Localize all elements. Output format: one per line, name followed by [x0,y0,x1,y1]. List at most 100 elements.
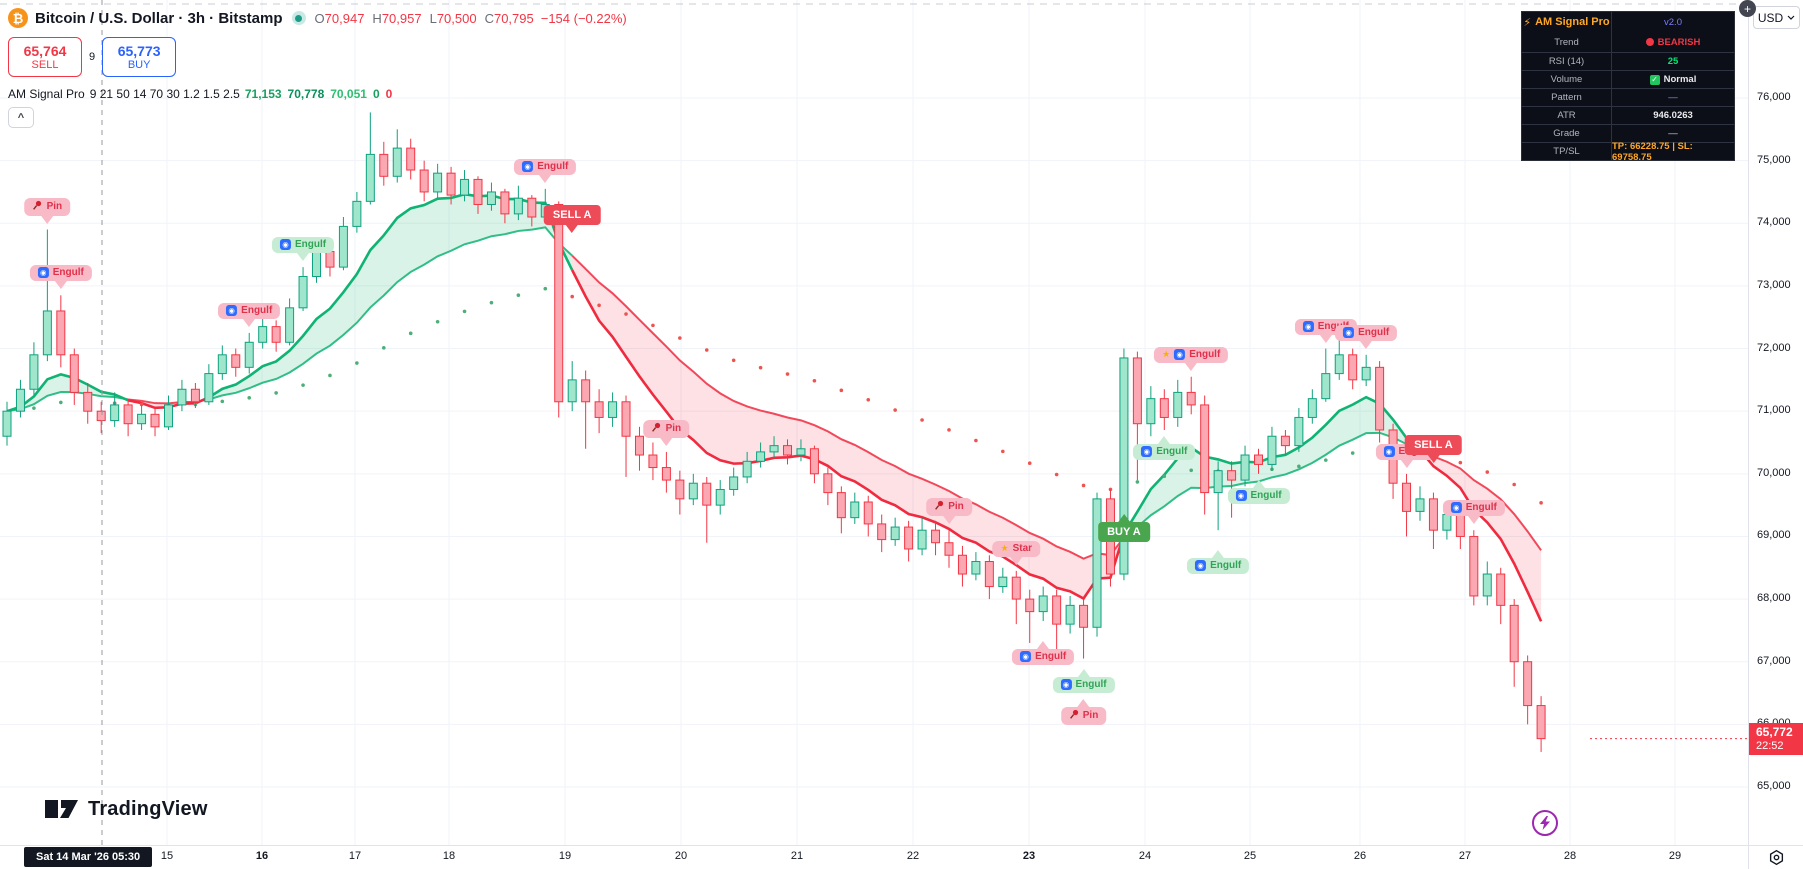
ema-dotted-point [839,388,844,393]
buy-button[interactable]: 65,773 BUY [102,37,177,77]
candle-body [1025,598,1035,613]
candle-body [1065,604,1075,625]
panel-row: RSI (14) 25 [1522,52,1734,70]
price-tick-label: 72,000 [1757,341,1791,354]
candle-body [917,529,927,550]
candle-body [285,307,295,343]
panel-row-label: TP/SL [1522,143,1612,160]
candle-body [984,561,994,588]
candle-body [1442,514,1452,531]
symbol-row[interactable]: ₿ Bitcoin / U.S. Dollar · 3h · Bitstamp … [8,6,627,30]
panel-row-label: Trend [1522,32,1612,52]
time-tick-label: 27 [1458,850,1472,862]
panel-row: Trend BEARISH [1522,32,1734,52]
candle-body [190,388,200,403]
ema-dotted-point [489,300,494,305]
ema-dotted-point [597,303,601,308]
ema-slow-line [1123,431,1421,539]
candle-body [1509,604,1519,663]
candle-body [365,153,375,202]
candle-body [836,492,846,519]
candle-body [1038,595,1048,613]
add-alert-plus-button[interactable]: + [1739,0,1756,17]
ema-dotted-point [1027,461,1032,466]
ema-dotted-point [32,406,36,410]
candle-body [809,448,819,475]
sell-button[interactable]: 65,764 SELL [8,37,82,77]
panel-row: Pattern — [1522,88,1734,106]
ema-dotted-point [624,312,628,316]
ema-dotted-point [381,346,386,350]
indicator-value: 0 [385,87,393,101]
ema-slow-line [208,226,573,401]
time-axis[interactable]: Sat 14 Mar '26 05:30 15 16 17 18 19 20 21 22 23 2… [0,845,1748,869]
ema-dotted-point [1054,472,1059,477]
indicator-name[interactable]: AM Signal Pro [8,87,85,101]
bar-countdown: 22:52 [1756,740,1784,752]
candle-body [217,354,227,375]
lightning-icon [1540,816,1550,830]
symbol-title[interactable]: Bitcoin / U.S. Dollar · 3h · Bitstamp [35,9,283,27]
candle-body [742,460,752,478]
panel-row-value: — [1668,128,1678,139]
panel-row: Grade — [1522,124,1734,142]
candle-body [473,178,483,205]
tradingview-logo[interactable]: TradingView [45,797,208,821]
candle-body [756,451,766,462]
tradingview-wordmark: TradingView [88,797,208,820]
quick-action-lightning-button[interactable] [1532,810,1558,836]
panel-row-value: — [1668,92,1678,103]
ema-dotted-point [435,319,440,324]
price-axis[interactable]: USD 76,000 75,000 74,000 73,000 72,000 71,000… [1748,0,1803,845]
candle-body [1455,514,1465,537]
panel-row-label: Grade [1522,125,1612,142]
candle-body [931,529,941,544]
candle-body [29,354,39,390]
price-tick-label: 67,000 [1757,654,1791,667]
spread-value: 9 [89,51,96,63]
candle-body [1428,498,1438,531]
panel-header-row: ⚡ AM Signal Pro v2.0 [1522,12,1734,32]
panel-row-value: TP: 66228.75 | SL: 69758.75 [1612,140,1693,163]
ema-dotted-point [785,372,790,376]
panel-row-value: BEARISH [1612,32,1734,52]
candle-body [688,482,698,500]
currency-selector[interactable]: USD [1753,6,1800,29]
candle-body [554,203,564,403]
candle-body [392,147,402,177]
indicator-legend[interactable]: AM Signal Pro 9 21 50 14 70 30 1.2 1.5 2… [8,87,627,101]
candle-body [1200,404,1210,494]
ema-dotted-point [59,400,63,405]
candle-body [567,379,577,403]
candle-body [1334,354,1344,375]
tradingview-logo-icon [45,800,78,818]
change-value: −154 (−0.22%) [540,10,627,26]
ema-dotted-point [220,399,225,404]
candle-body [446,172,456,196]
market-status-icon[interactable] [291,11,306,25]
indicator-value: 0 [372,87,380,101]
red-dot-icon [1645,38,1654,46]
indicator-params: 9 21 50 14 70 30 1.2 1.5 2.5 [89,87,240,101]
candle-body [1119,357,1129,575]
candle-body [56,310,66,356]
panel-title: ⚡ AM Signal Pro [1522,12,1612,32]
price-tick-label: 74,000 [1757,216,1791,229]
candle-body [1496,573,1506,606]
panel-row-label: ATR [1522,107,1612,124]
ema-dotted-point [1485,470,1490,474]
candle-body [513,197,523,215]
candle-body [608,401,618,418]
collapse-legend-button[interactable]: ^ [8,107,34,128]
axis-settings-corner[interactable] [1748,845,1803,869]
time-tick-label: 26 [1353,850,1367,862]
candle-body [231,354,241,368]
ema-dotted-point [812,378,817,383]
ema-dotted-point [704,348,709,352]
time-tick-label: 23 [1022,850,1036,862]
ema-dotted-point [516,293,521,298]
indicator-values: 71,153 70,778 70,051 0 0 [245,87,398,101]
candle-body [1469,535,1479,597]
indicator-value: 70,778 [287,87,325,101]
ema-dotted-point [1539,501,1543,505]
